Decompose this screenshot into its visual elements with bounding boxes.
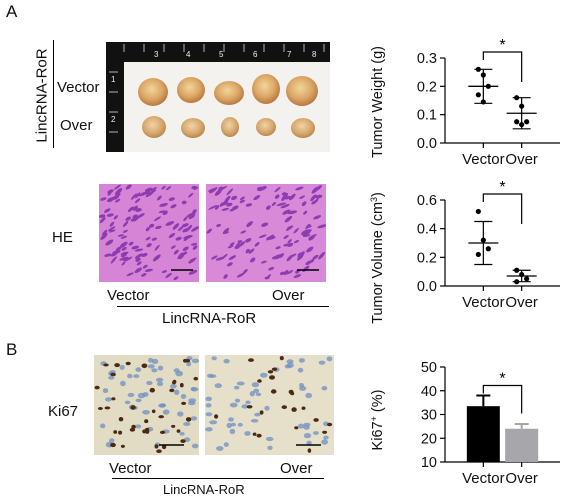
data-point <box>475 92 481 98</box>
photo-bracket <box>53 40 54 148</box>
tumor-photo: 1 2 3 4 5 6 7 8 <box>106 42 330 152</box>
y-tick-label: 50 <box>421 360 437 376</box>
y-tick-label: 0.4 <box>417 222 437 238</box>
data-point <box>524 276 530 282</box>
y-tick-label: 0.1 <box>417 108 437 124</box>
he-images <box>99 184 326 282</box>
ruler-top-4: 4 <box>186 50 191 59</box>
bar <box>505 428 539 462</box>
panel-letter-a: A <box>6 2 18 21</box>
chart-ki67-ylabel: Ki67+ (%) <box>369 390 386 451</box>
y-tick-label: 0.6 <box>417 193 437 209</box>
photo-group-label: LincRNA-RoR <box>33 48 51 143</box>
ruler-top-5: 5 <box>219 50 224 59</box>
ki67-label: Ki67 <box>48 403 79 420</box>
x-tick-label: Over <box>505 294 538 311</box>
ruler-side-1: 1 <box>111 75 116 84</box>
chart-volume-ylabel: Tumor Volume (cm3) <box>369 192 386 324</box>
ki67-images <box>94 355 334 455</box>
he-xlabel-vector: Vector <box>107 287 150 304</box>
tumors-over-row <box>142 116 315 138</box>
y-tick-label: 0.2 <box>417 79 437 95</box>
tumors-vector-row <box>138 74 318 106</box>
ki67-group-line <box>112 478 324 479</box>
ruler-top-7: 7 <box>287 50 292 59</box>
significance-star: * <box>499 371 505 388</box>
y-tick-label: 0.3 <box>417 51 437 67</box>
chart-ki67: 10 20 30 40 50 Vector Over * Ki67+ (%) <box>369 360 560 487</box>
significance-star: * <box>499 180 505 196</box>
x-tick-label: Vector <box>462 294 505 311</box>
y-tick-label: 40 <box>421 384 437 400</box>
data-point <box>514 119 520 125</box>
x-tick-label: Over <box>505 470 538 487</box>
chart-weight-ylabel: Tumor Weight (g) <box>370 46 386 158</box>
photo-row-label-vector: Vector <box>57 79 100 96</box>
significance-bracket <box>482 51 523 82</box>
ruler-top-6: 6 <box>253 50 258 59</box>
he-xlabel-over: Over <box>272 287 305 304</box>
chart-tumor-volume: 0.0 0.2 0.4 0.6 Vector Over * Tumor Volume (cm… <box>369 180 560 324</box>
x-tick-label: Over <box>505 151 538 168</box>
data-point <box>475 251 481 258</box>
photo-row-label-over: Over <box>60 117 93 134</box>
x-tick-label: Vector <box>462 470 505 487</box>
he-label: HE <box>52 229 73 246</box>
he-group-label: LincRNA-RoR <box>162 310 257 327</box>
bar <box>466 406 500 462</box>
y-tick-label: 0.0 <box>417 279 437 295</box>
ruler-top-8: 8 <box>312 50 317 59</box>
data-point <box>475 208 481 215</box>
significance-bracket <box>482 384 523 414</box>
ki67-group-label: LincRNA-RoR <box>163 482 245 497</box>
y-tick-label: 10 <box>421 455 437 471</box>
ruler-top-3: 3 <box>154 50 159 59</box>
chart-tumor-weight: 0.0 0.1 0.2 0.3 Vector Over * Tumor Weight (g) <box>370 37 560 168</box>
data-point <box>524 119 530 125</box>
ki67-xlabel-vector: Vector <box>109 460 152 477</box>
data-point <box>485 246 491 252</box>
ki67-xlabel-over: Over <box>280 460 313 477</box>
y-tick-label: 20 <box>421 431 437 447</box>
y-tick-label: 0.2 <box>417 250 437 266</box>
significance-star: * <box>499 37 505 54</box>
panel-letter-b: B <box>6 340 18 359</box>
he-image-vector <box>99 184 199 282</box>
ruler-side-2: 2 <box>111 115 116 124</box>
photo-group-label-wrap: LincRNA-RoR <box>32 42 52 152</box>
significance-bracket <box>482 193 523 224</box>
x-tick-label: Vector <box>462 151 505 168</box>
y-tick-label: 0.0 <box>417 136 437 152</box>
y-tick-label: 30 <box>421 408 437 424</box>
he-group-line <box>117 306 329 307</box>
